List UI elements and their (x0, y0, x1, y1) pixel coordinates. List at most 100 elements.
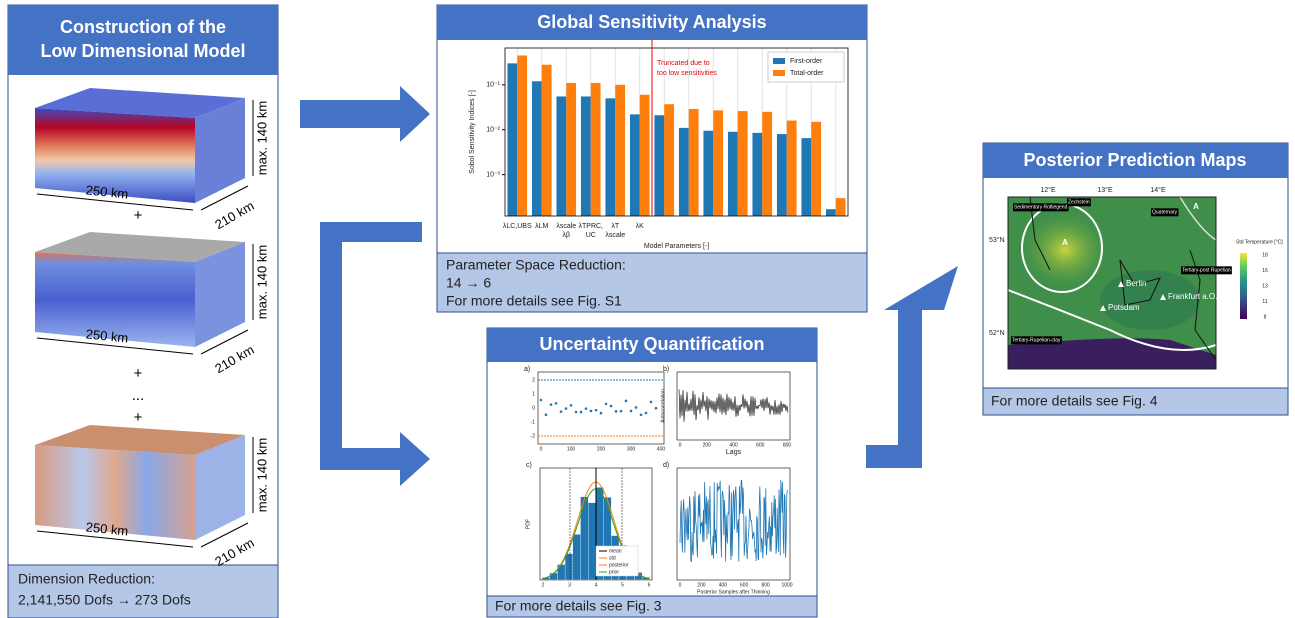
unit-label: Tertiary-post Rupelian (1182, 267, 1231, 273)
bar (532, 81, 542, 216)
panel-footer-text: Parameter Space Reduction: (446, 257, 626, 273)
sample-point (575, 411, 578, 414)
sample-point (630, 410, 633, 413)
bar (836, 198, 846, 216)
histogram-bin (557, 565, 565, 580)
y-tick-label: 10⁻³ (486, 171, 500, 178)
subplot-tick-label: 400 (657, 446, 666, 452)
latitude-label: 52°N (989, 329, 1005, 337)
subplot-tick-label: 6 (648, 582, 651, 588)
bar (703, 131, 713, 216)
bar (542, 65, 552, 216)
subplot-label: d) (663, 462, 669, 469)
sample-point (620, 410, 623, 413)
unit-label: Quaternary (1152, 209, 1178, 215)
sample-point (595, 409, 598, 412)
legend-swatch (773, 70, 785, 76)
sample-point (615, 410, 618, 413)
bar (566, 83, 576, 216)
panel-footer-text: Dimension Reduction: (18, 571, 155, 587)
sample-point (550, 403, 553, 406)
histogram-bin (581, 497, 589, 580)
dimension-label: max. 140 km (254, 101, 269, 175)
bar (664, 104, 674, 216)
unit-label: Sedimentary Rotliegend (1014, 204, 1068, 210)
sample-point (640, 413, 643, 416)
bar (738, 111, 748, 216)
arrow (320, 222, 430, 486)
subplot-tick-label: 1000 (781, 582, 792, 588)
sample-point (650, 401, 653, 404)
latitude-label: 53°N (989, 236, 1005, 244)
subplot-label: a) (524, 366, 530, 373)
longitude-label: 13°E (1097, 186, 1113, 194)
x-tick-label: λK (636, 223, 645, 230)
subplot-tick-label: 100 (567, 446, 576, 452)
panel-title: Uncertainty Quantification (539, 334, 764, 354)
bar (787, 121, 797, 216)
panel-footer-text: 2,141,550 Dofs → 273 Dofs (18, 592, 191, 608)
bar (713, 110, 723, 216)
bar (826, 209, 836, 216)
sample-point (590, 410, 593, 413)
panel-footer-text: For more details see Fig. 4 (991, 393, 1158, 409)
bar (556, 96, 566, 216)
subplot-tick-label: 200 (697, 582, 706, 588)
bar (762, 112, 772, 216)
colorbar (1240, 253, 1247, 319)
x-tick-label: λLC,UBS (503, 223, 532, 230)
legend-label: posterior (609, 562, 629, 568)
bar (728, 132, 738, 216)
subplot-axis-label: Posterior Samples after Thinning (697, 589, 770, 595)
arrow (866, 266, 958, 468)
city-label: Potsdam (1108, 303, 1140, 312)
unit-label: Zechstein (1068, 199, 1090, 205)
subplot-tick-label: 5 (621, 582, 624, 588)
subplot-axis-label: Autocorrelation (660, 389, 666, 423)
subplot-tick-label: 800 (761, 582, 770, 588)
subplot-axis-label: PDF (525, 519, 531, 529)
annotation: too low sensitivities (657, 70, 717, 77)
histogram-bin (573, 534, 581, 580)
x-tick-sublabel: λβ (562, 232, 570, 239)
sample-point (655, 407, 658, 410)
subplot-tick-label: 400 (729, 442, 738, 448)
sample-point (600, 412, 603, 415)
sample-point (565, 407, 568, 410)
x-tick-sublabel: λscale (605, 232, 625, 239)
bar (581, 96, 591, 216)
legend-box (768, 52, 844, 82)
unit-label: Tertiary-Rupelian-clay (1012, 337, 1061, 343)
operator: + (134, 365, 143, 382)
annotation: Truncated due to (657, 60, 710, 67)
sample-point (645, 412, 648, 415)
subplot-tick-label: 1 (532, 391, 535, 397)
sample-point (560, 410, 563, 413)
y-axis-label: Sobol Sensitivity Indices [-] (469, 90, 476, 174)
subplot-label: b) (663, 366, 669, 373)
subplot-tick-label: -1 (531, 419, 536, 425)
bar (801, 138, 811, 216)
colorbar-tick-label: 13 (1262, 283, 1268, 289)
arrow (300, 86, 430, 142)
legend-label: mean (609, 548, 622, 554)
dimension-label: max. 140 km (254, 438, 269, 512)
bar (615, 85, 625, 216)
bar (640, 95, 650, 216)
histogram-bin (565, 554, 573, 580)
panel-title: Posterior Prediction Maps (1023, 150, 1246, 170)
subplot-axis-label: Lags (726, 449, 742, 456)
subplot-frame (538, 372, 664, 444)
bar (517, 55, 527, 216)
sample-point (610, 405, 613, 408)
bar (507, 63, 517, 216)
operator: + (134, 207, 143, 224)
sample-point (540, 399, 543, 402)
subplot-tick-label: 0 (679, 442, 682, 448)
subplot-tick-label: 3 (568, 582, 571, 588)
bar (654, 115, 664, 216)
x-tick-label: λT (611, 223, 620, 230)
map-marker: A (1062, 238, 1068, 247)
legend-label: std (609, 555, 616, 561)
dimension-label: max. 140 km (254, 245, 269, 319)
